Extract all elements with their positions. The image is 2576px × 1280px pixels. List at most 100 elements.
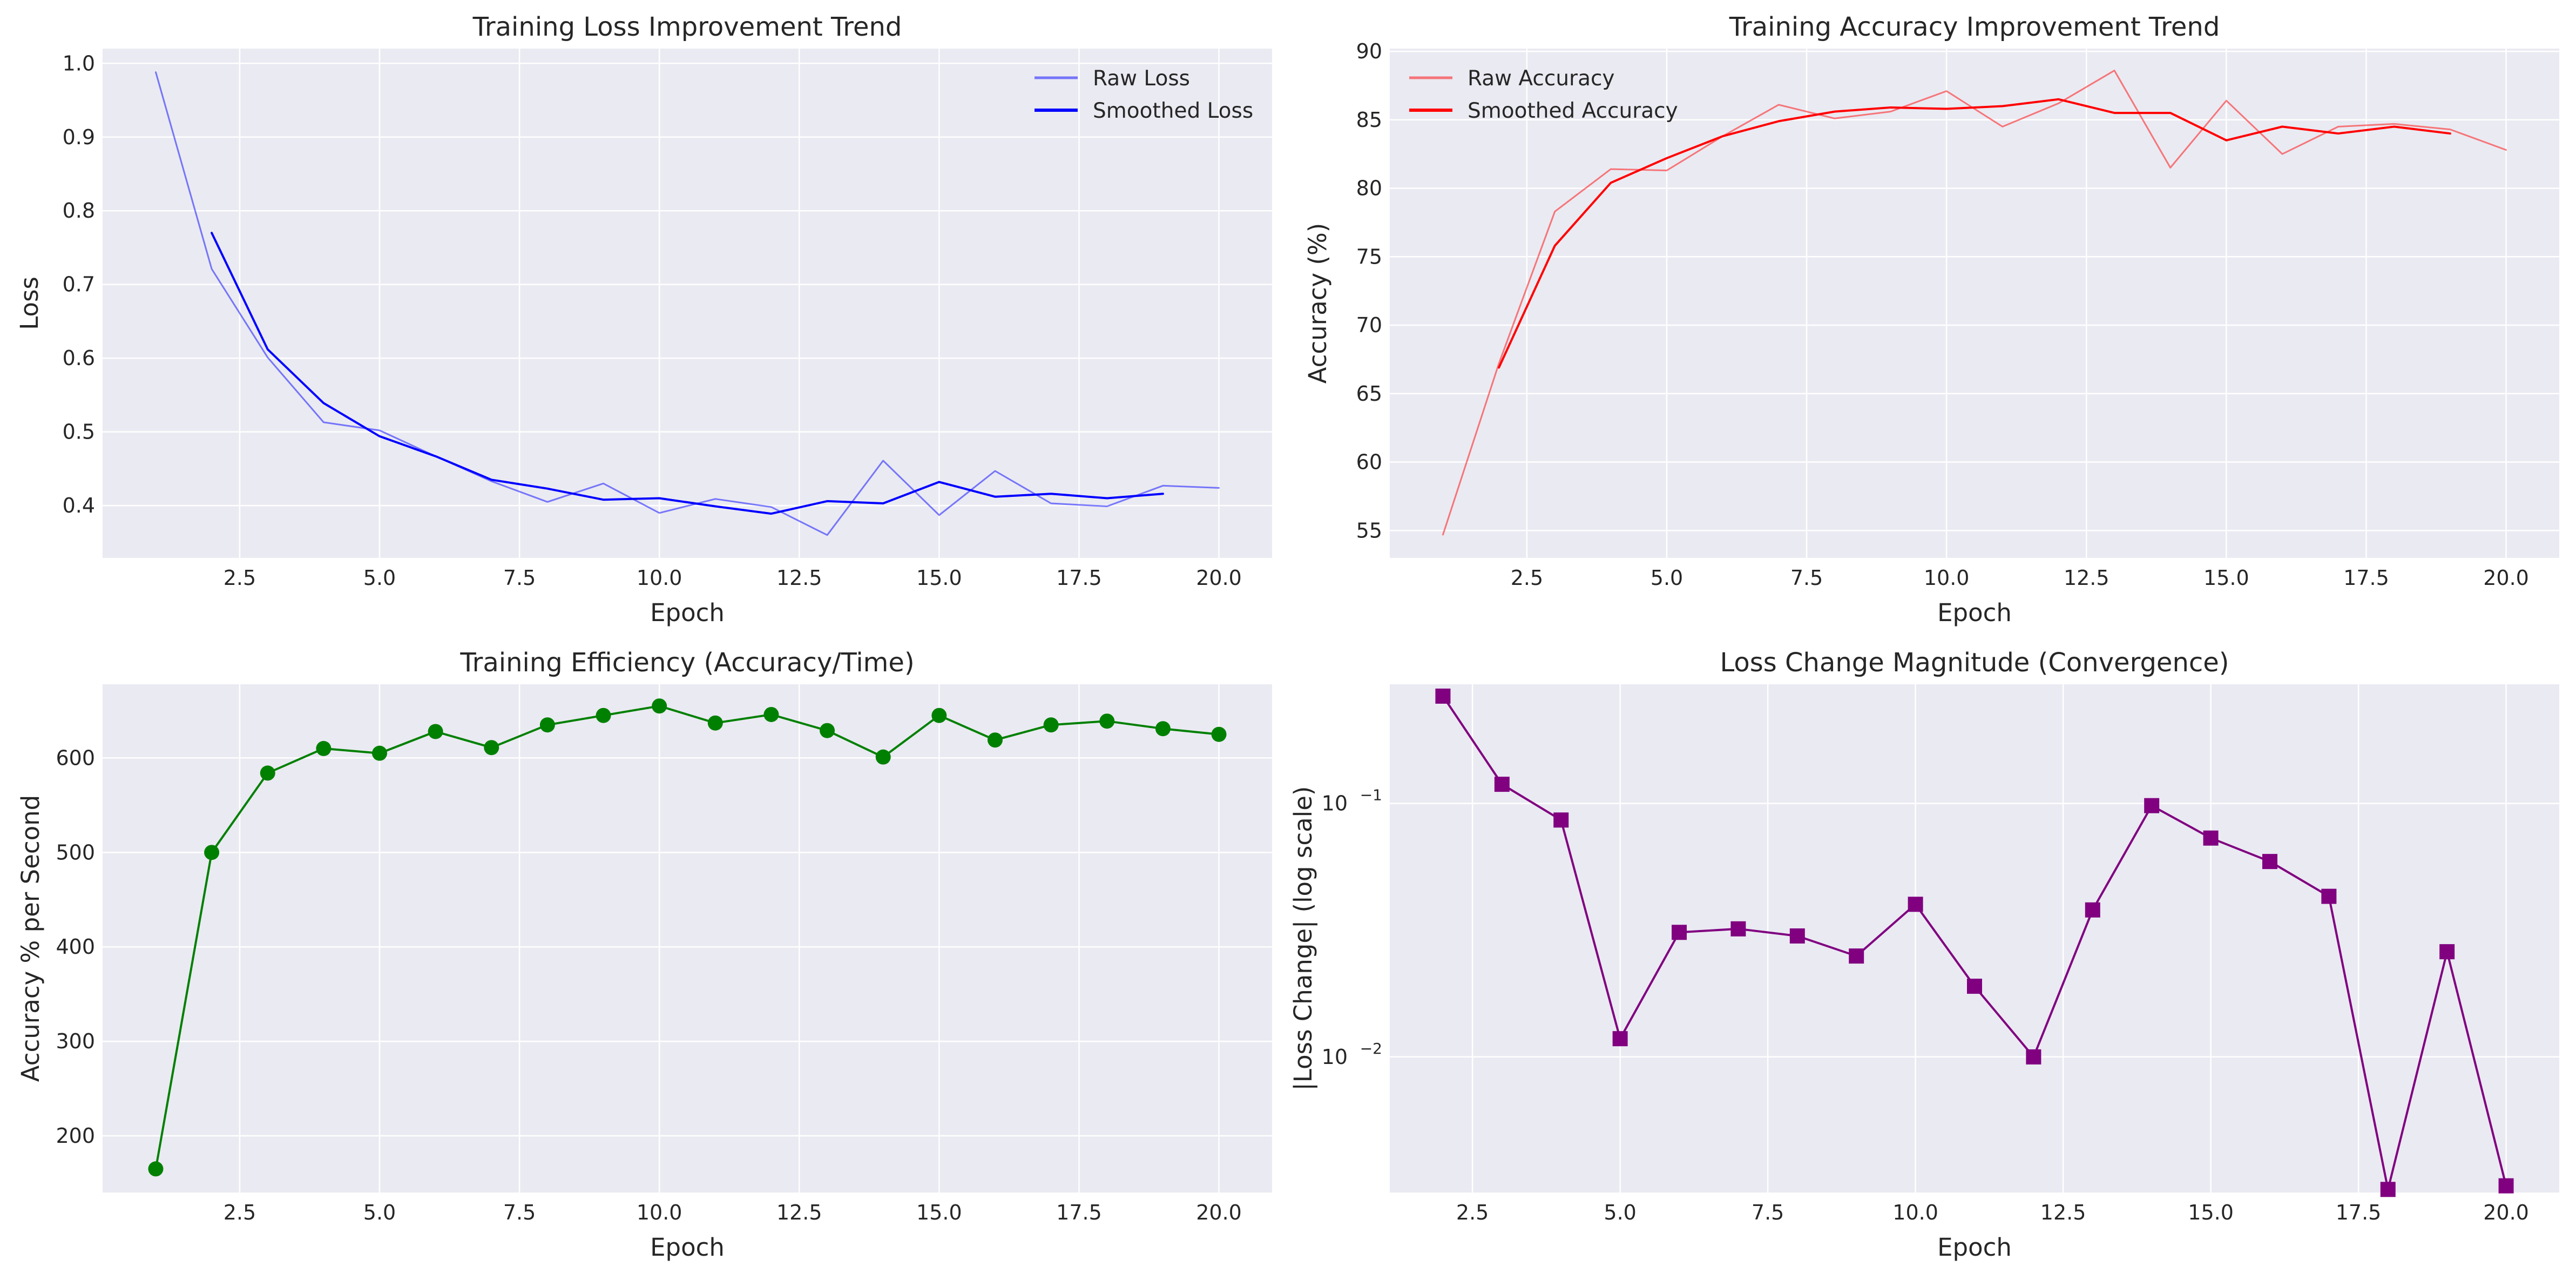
data-point xyxy=(1435,688,1451,704)
y-axis-label: Accuracy (%) xyxy=(1303,223,1332,384)
legend-label: Raw Loss xyxy=(1093,66,1190,91)
data-point xyxy=(316,740,332,756)
grid xyxy=(1390,684,2559,1193)
data-point xyxy=(1672,925,1687,940)
data-point xyxy=(1155,721,1171,737)
x-tick-label: 2.5 xyxy=(224,566,256,590)
x-tick-label: 2.5 xyxy=(224,1201,256,1224)
y-tick-label: 1.0 xyxy=(63,51,95,75)
x-tick-label: 12.5 xyxy=(776,1201,822,1224)
data-point xyxy=(2026,1049,2041,1065)
x-tick-label: 10.0 xyxy=(637,566,682,590)
x-tick-label: 17.5 xyxy=(1056,566,1102,590)
x-tick-label: 17.5 xyxy=(2343,566,2389,590)
x-tick-label: 7.5 xyxy=(503,566,536,590)
series-0 xyxy=(1435,688,2514,1197)
series-0 xyxy=(1442,70,2507,536)
x-axis-label: Epoch xyxy=(1937,1233,2012,1262)
y-tick-exponent: −1 xyxy=(1360,786,1382,804)
accuracy-trend-panel: 2.5 5.0 7.5 10.0 12.5 15.0 17.5 20.0 55 60 65 70 75 8… xyxy=(1303,12,2559,627)
data-point xyxy=(988,732,1003,748)
x-tick-label: 20.0 xyxy=(1196,566,1242,590)
data-point xyxy=(1908,897,1923,912)
data-point xyxy=(2144,798,2160,813)
y-axis-label: |Loss Change| (log scale) xyxy=(1289,786,1317,1091)
data-point xyxy=(820,723,835,738)
efficiency-panel: 2.5 5.0 7.5 10.0 12.5 15.0 17.5 20.0 200 300 400 50… xyxy=(16,648,1272,1262)
series-line xyxy=(154,705,1220,1170)
chart-title: Training Loss Improvement Trend xyxy=(472,12,902,42)
loss-trend-panel: 2.5 5.0 7.5 10.0 12.5 15.0 17.5 20.0 0.4 0.5 0.6 0.… xyxy=(15,12,1272,627)
y-axis-label: Loss xyxy=(15,277,44,330)
x-tick-label: 15.0 xyxy=(916,1201,962,1224)
y-tick-label: 0.5 xyxy=(63,420,95,444)
data-point xyxy=(260,765,275,781)
y-tick-label: 600 xyxy=(56,746,95,770)
series-1 xyxy=(1498,98,2451,369)
y-tick-label: 80 xyxy=(1356,177,1382,200)
x-tick-label: 20.0 xyxy=(2483,1201,2529,1224)
legend: Raw Accuracy Smoothed Accuracy xyxy=(1409,66,1678,123)
chart-title: Loss Change Magnitude (Convergence) xyxy=(1720,648,2229,678)
series-0 xyxy=(148,698,1227,1177)
data-point xyxy=(596,708,611,723)
x-tick-label: 5.0 xyxy=(363,1201,396,1224)
y-tick-label: 90 xyxy=(1356,39,1382,63)
legend: Raw Loss Smoothed Loss xyxy=(1035,66,1253,123)
data-point xyxy=(2203,830,2219,846)
plot-area xyxy=(103,49,1272,558)
data-point xyxy=(763,706,779,722)
data-point xyxy=(1494,777,1510,792)
x-tick-label: 15.0 xyxy=(2203,566,2249,590)
x-tick-label: 2.5 xyxy=(1456,1201,1489,1224)
y-tick-label: 300 xyxy=(56,1029,95,1053)
x-axis-label: Epoch xyxy=(650,1233,725,1262)
x-tick-label: 20.0 xyxy=(2483,566,2529,590)
data-point xyxy=(1099,713,1115,729)
data-point xyxy=(1789,928,1805,944)
y-tick-label: 0.6 xyxy=(63,346,95,370)
grid xyxy=(103,49,1272,558)
loss-change-panel: 2.5 5.0 7.5 10.0 12.5 15.0 17.5 20.0 10 −1 10 −2 Los… xyxy=(1289,648,2559,1262)
x-axis-label: Epoch xyxy=(1937,598,2012,627)
series-line xyxy=(1442,70,2507,536)
x-tick-label: 17.5 xyxy=(1056,1201,1102,1224)
chart-title: Training Accuracy Improvement Trend xyxy=(1729,12,2220,42)
x-tick-label: 12.5 xyxy=(2040,1201,2086,1224)
y-tick-label: 200 xyxy=(56,1124,95,1148)
x-tick-label: 7.5 xyxy=(1752,1201,1784,1224)
legend-label: Smoothed Loss xyxy=(1093,99,1253,123)
data-point xyxy=(428,724,443,739)
data-point xyxy=(148,1161,164,1177)
data-point xyxy=(204,845,220,860)
x-tick-label: 10.0 xyxy=(1892,1201,1938,1224)
x-tick-label: 7.5 xyxy=(503,1201,536,1224)
data-point xyxy=(1967,979,1982,994)
data-point xyxy=(707,715,723,731)
data-point xyxy=(372,745,387,761)
y-tick-label: 55 xyxy=(1356,518,1382,542)
data-point xyxy=(1211,726,1227,742)
y-tick-label: 10 xyxy=(1322,1045,1348,1069)
x-tick-label: 20.0 xyxy=(1196,1201,1242,1224)
data-point xyxy=(2380,1182,2396,1197)
x-tick-label: 17.5 xyxy=(2336,1201,2382,1224)
data-point xyxy=(1730,921,1746,937)
y-tick-label: 85 xyxy=(1356,108,1382,132)
data-point xyxy=(1612,1031,1628,1047)
y-tick-label: 0.7 xyxy=(63,273,95,297)
data-point xyxy=(652,698,667,714)
y-tick-label: 10 xyxy=(1322,792,1348,816)
series-line xyxy=(155,71,1220,536)
series-line xyxy=(211,232,1164,515)
grid xyxy=(103,684,1272,1193)
data-point xyxy=(2085,902,2100,918)
data-point xyxy=(1849,948,1864,964)
plot-area xyxy=(103,684,1272,1193)
plot-area xyxy=(1390,49,2559,558)
y-tick-label: 75 xyxy=(1356,245,1382,268)
y-axis-label: Accuracy % per Second xyxy=(16,795,45,1082)
plot-area xyxy=(1390,684,2559,1193)
x-tick-label: 15.0 xyxy=(916,566,962,590)
